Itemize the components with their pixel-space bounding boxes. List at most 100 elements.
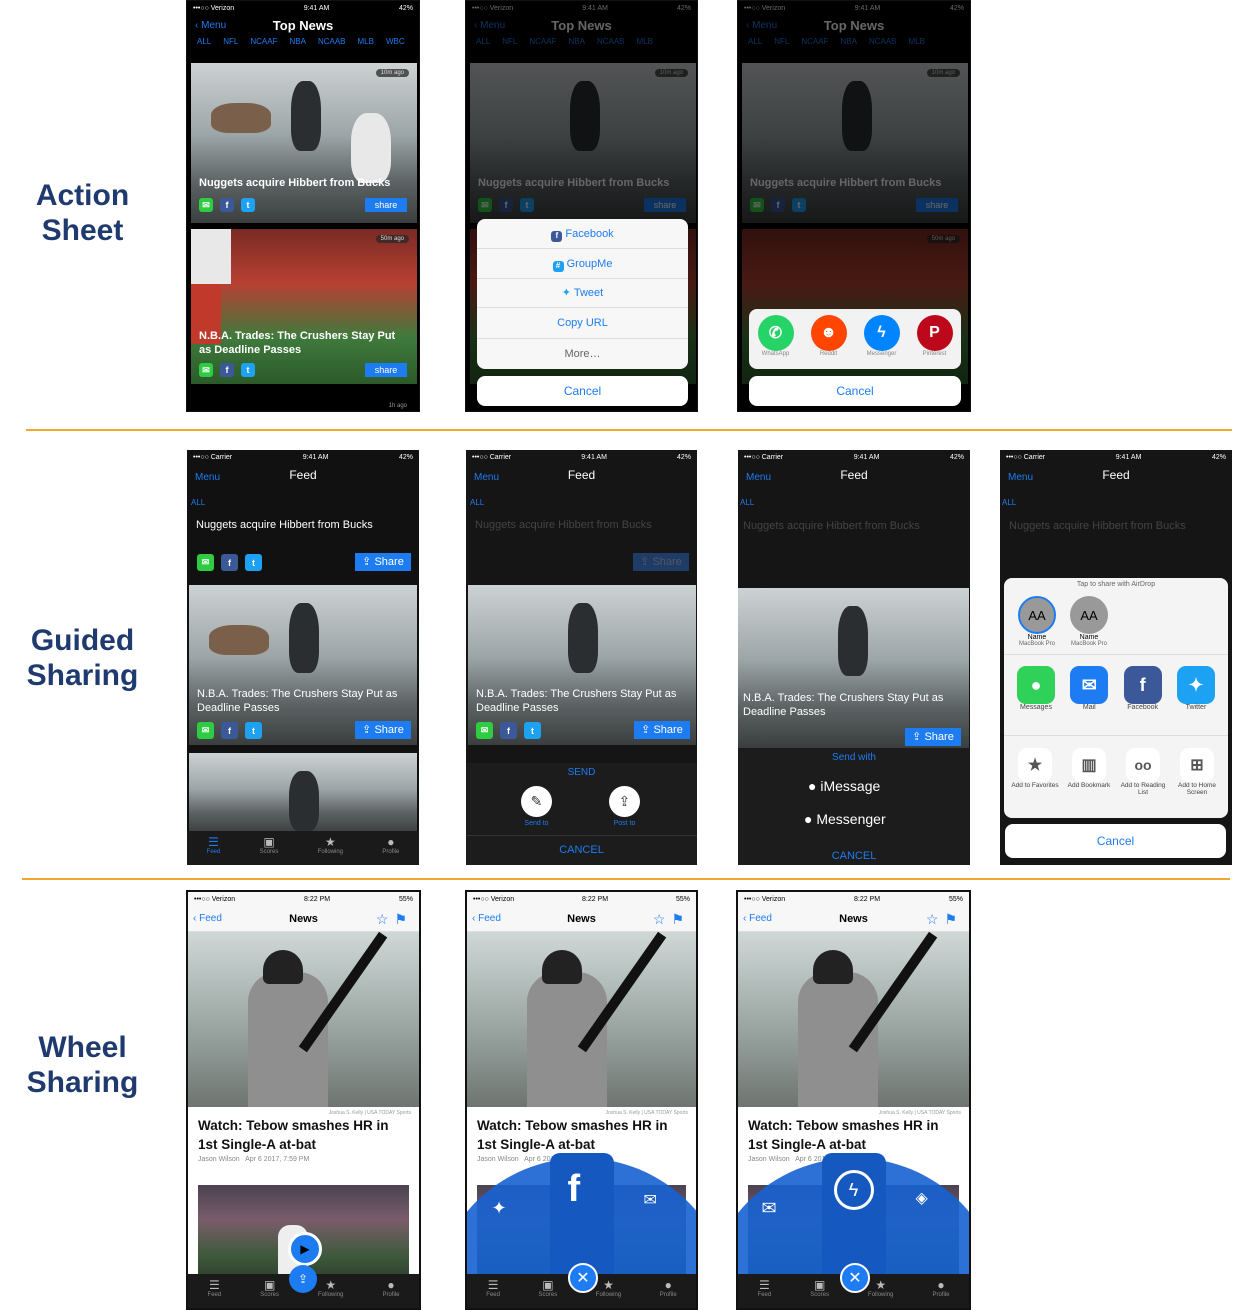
twitter-icon[interactable]: t — [241, 198, 255, 212]
menu-button[interactable]: Menu — [746, 472, 772, 483]
bookmark-icon[interactable]: ⚑ — [944, 911, 963, 927]
cancel-button[interactable]: Cancel — [749, 376, 961, 406]
cancel-button[interactable]: CANCEL — [831, 850, 877, 862]
share-button[interactable]: share — [365, 363, 407, 377]
facebook-icon[interactable]: f — [221, 722, 238, 739]
facebook-icon[interactable]: f — [220, 198, 234, 212]
airdrop-target[interactable]: AA Name MacBook Pro — [1018, 596, 1056, 647]
tab-profile[interactable]: ● Profile — [382, 835, 399, 855]
facebook-icon[interactable]: f — [567, 1168, 581, 1210]
share-app-facebook[interactable]: f Facebook — [1119, 666, 1167, 711]
story-image[interactable]: 50m ago N.B.A. Trades: The Crushers Stay… — [191, 229, 417, 384]
share-button[interactable]: ⇪ Share — [355, 721, 411, 739]
messenger-icon[interactable]: ϟ — [833, 1170, 874, 1210]
share-app-twitter[interactable]: ✦ Twitter — [1172, 666, 1220, 711]
cancel-button[interactable]: Cancel — [1005, 824, 1226, 858]
share-app-messenger[interactable]: ϟ Messenger — [863, 315, 900, 357]
back-button[interactable]: ‹ Feed — [472, 913, 501, 924]
add-home-screen-button[interactable]: ⊞ Add to Home Screen — [1172, 748, 1222, 796]
bookmark-icon[interactable]: ⚑ — [394, 911, 413, 927]
menu-button[interactable]: Menu — [195, 472, 221, 483]
tab-following[interactable]: ★ Following — [868, 1278, 893, 1298]
tab-wbc[interactable]: WBC — [385, 37, 405, 46]
star-icon[interactable]: ☆ — [925, 911, 945, 927]
tab-scores[interactable]: ▣ Scores — [260, 1278, 279, 1298]
share-app-messages[interactable]: ● Messages — [1012, 666, 1060, 711]
back-button[interactable]: ‹ Feed — [743, 913, 772, 924]
tab-feed[interactable]: ☰ Feed — [758, 1278, 772, 1298]
share-app-whatsapp[interactable]: ✆ WhatsApp — [757, 315, 794, 357]
close-wheel-button[interactable]: ✕ — [568, 1263, 598, 1293]
tab-nba[interactable]: NBA — [289, 37, 306, 46]
twitter-icon[interactable]: t — [245, 722, 262, 739]
back-button[interactable]: ‹ Menu — [195, 20, 227, 31]
tab-ncaab[interactable]: NCAAB — [317, 37, 346, 46]
story-title[interactable]: Nuggets acquire Hibbert from Bucks — [196, 519, 373, 531]
tab-all[interactable]: ALL — [1002, 498, 1017, 507]
menu-button[interactable]: Menu — [1008, 472, 1034, 483]
tab-mlb[interactable]: MLB — [357, 37, 374, 46]
play-icon[interactable]: ▶ — [288, 1232, 322, 1266]
tab-profile[interactable]: ● Profile — [382, 1278, 399, 1298]
twitter-icon[interactable]: ✦ — [491, 1198, 507, 1218]
back-button[interactable]: ‹ Feed — [193, 913, 222, 924]
close-wheel-button[interactable]: ✕ — [840, 1263, 870, 1293]
share-app-pinterest[interactable]: P Pinterest — [916, 315, 953, 357]
link-icon[interactable]: ◈ — [915, 1190, 928, 1207]
tab-following[interactable]: ★ Following — [596, 1278, 621, 1298]
tab-all[interactable]: ALL — [740, 498, 755, 507]
messenger-option[interactable]: ● Messenger — [804, 811, 886, 827]
tab-feed[interactable]: ☰ Feed — [486, 1278, 500, 1298]
tab-all[interactable]: ALL — [470, 498, 485, 507]
message-icon[interactable]: ✉ — [199, 363, 213, 377]
sheet-item-more[interactable]: More… — [564, 348, 601, 360]
tab-all[interactable]: ALL — [197, 37, 212, 46]
twitter-icon[interactable]: t — [241, 363, 255, 377]
message-icon[interactable]: ✉ — [197, 554, 214, 571]
tab-scores[interactable]: ▣ Scores — [810, 1278, 829, 1298]
tab-all[interactable]: ALL — [191, 498, 206, 507]
share-fab[interactable]: ⇪ — [289, 1265, 317, 1293]
tab-profile[interactable]: ● Profile — [932, 1278, 949, 1298]
tab-ncaaf[interactable]: NCAAF — [250, 37, 278, 46]
share-app-reddit[interactable]: ☻ Reddit — [810, 315, 847, 357]
cancel-button[interactable]: Cancel — [477, 376, 688, 406]
tab-nfl[interactable]: NFL — [223, 37, 239, 46]
imessage-option[interactable]: ● iMessage — [808, 778, 880, 794]
mail-icon[interactable]: ✉ — [761, 1198, 777, 1218]
twitter-icon[interactable]: t — [245, 554, 262, 571]
add-to-favorites-button[interactable]: ★ Add to Favorites — [1010, 748, 1060, 796]
story-title[interactable]: Nuggets acquire Hibbert from Bucks — [199, 177, 391, 189]
story-image[interactable]: N.B.A. Trades: The Crushers Stay Put as … — [189, 585, 417, 745]
airdrop-target[interactable]: AA Name MacBook Pro — [1070, 596, 1108, 647]
add-bookmark-button[interactable]: ▥ Add Bookmark — [1064, 748, 1114, 796]
story-image[interactable] — [189, 753, 417, 833]
sheet-item-copy-url[interactable]: Copy URL — [477, 308, 688, 339]
star-icon[interactable]: ☆ — [375, 911, 395, 927]
message-icon[interactable]: ✉ — [199, 198, 213, 212]
facebook-icon[interactable]: f — [221, 554, 238, 571]
tab-profile[interactable]: ● Profile — [660, 1278, 677, 1298]
tab-following[interactable]: ★ Following — [318, 1278, 343, 1298]
tab-following[interactable]: ★ Following — [318, 835, 343, 855]
sheet-item-groupme[interactable]: # GroupMe — [477, 249, 688, 279]
share-button[interactable]: share — [365, 198, 407, 212]
tab-feed[interactable]: ☰ Feed — [207, 835, 221, 855]
story-title[interactable]: N.B.A. Trades: The Crushers Stay Put as … — [199, 330, 396, 356]
story-image[interactable]: 10m ago Nuggets acquire Hibbert from Buc… — [191, 63, 417, 223]
story-title[interactable]: N.B.A. Trades: The Crushers Stay Put as … — [197, 688, 398, 714]
post-to-button[interactable]: ⇪ Post to — [609, 786, 640, 827]
sheet-item-facebook[interactable]: f Facebook — [477, 219, 688, 249]
tab-scores[interactable]: ▣ Scores — [260, 835, 279, 855]
facebook-icon[interactable]: f — [220, 363, 234, 377]
add-reading-list-button[interactable]: oo Add to Reading List — [1118, 748, 1168, 796]
tab-feed[interactable]: ☰ Feed — [208, 1278, 222, 1298]
sheet-item-tweet[interactable]: ✦ Tweet — [477, 279, 688, 308]
share-app-mail[interactable]: ✉ Mail — [1065, 666, 1113, 711]
bookmark-icon[interactable]: ⚑ — [671, 911, 690, 927]
cancel-button[interactable]: CANCEL — [466, 835, 697, 856]
message-icon[interactable]: ✉ — [197, 722, 214, 739]
send-to-button[interactable]: ✎ Send to — [521, 786, 552, 827]
mail-icon[interactable]: ✉ — [643, 1192, 657, 1209]
share-button[interactable]: ⇪ Share — [355, 553, 411, 571]
